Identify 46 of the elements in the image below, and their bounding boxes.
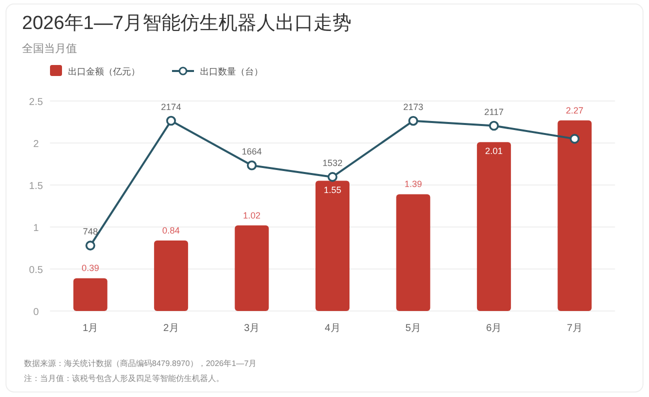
data-label: 1664 — [242, 146, 262, 156]
x-tick-label: 7月 — [566, 323, 582, 334]
point — [246, 160, 257, 170]
text: 注：当月值：该税号包含人形及四足等智能仿生机器人。 — [24, 374, 224, 383]
x-tick-label: 5月 — [405, 323, 421, 334]
x-tick-label: 1月 — [82, 323, 98, 334]
bar — [73, 278, 108, 311]
point — [85, 240, 96, 250]
data-label: 2.27 — [566, 105, 584, 116]
x-tick-label: 6月 — [486, 323, 502, 334]
data-label: 2117 — [484, 106, 504, 117]
data-label: 1.39 — [404, 179, 422, 190]
data-label: 2173 — [403, 102, 424, 112]
source-note: 数据来源：海关统计数据（商品编码8479.8970），2026年1—7月 — [24, 359, 257, 368]
legend-label: 出口金额（亿元） — [68, 66, 140, 76]
legend-label: 出口数量（台） — [200, 66, 263, 76]
data-label: 748 — [82, 226, 98, 237]
x-tick-label: 2月 — [163, 323, 179, 334]
bar — [396, 194, 430, 311]
bar — [234, 225, 269, 311]
chart-title: 2026年1—7月智能仿生机器人出口走势 — [22, 13, 352, 34]
point — [570, 134, 580, 144]
y-tick-label: 0.5 — [29, 265, 44, 276]
y-tick-label: 1 — [33, 223, 40, 234]
data-label: 0.84 — [162, 225, 180, 236]
point — [408, 116, 418, 126]
data-label: 1.55 — [324, 184, 342, 195]
data-label: 1532 — [322, 158, 343, 168]
y-tick-label: 2 — [33, 139, 40, 150]
data-label: 2174 — [161, 102, 182, 112]
bar — [558, 120, 592, 311]
data-label: 1.02 — [243, 210, 261, 220]
x-tick-label: 3月 — [244, 323, 260, 334]
bar — [154, 240, 188, 311]
data-label: 0.39 — [82, 263, 100, 274]
y-tick-label: 1.5 — [29, 181, 44, 192]
chart-subtitle: 全国当月值 — [22, 43, 77, 55]
point — [166, 116, 176, 126]
bar — [316, 180, 350, 311]
point — [328, 172, 338, 182]
bar — [476, 142, 511, 311]
data-label: 2.01 — [485, 146, 503, 156]
y-tick-label: 2.5 — [29, 97, 44, 108]
y-tick-label: 0 — [33, 307, 40, 318]
point — [489, 120, 499, 131]
x-tick-label: 4月 — [324, 323, 340, 334]
